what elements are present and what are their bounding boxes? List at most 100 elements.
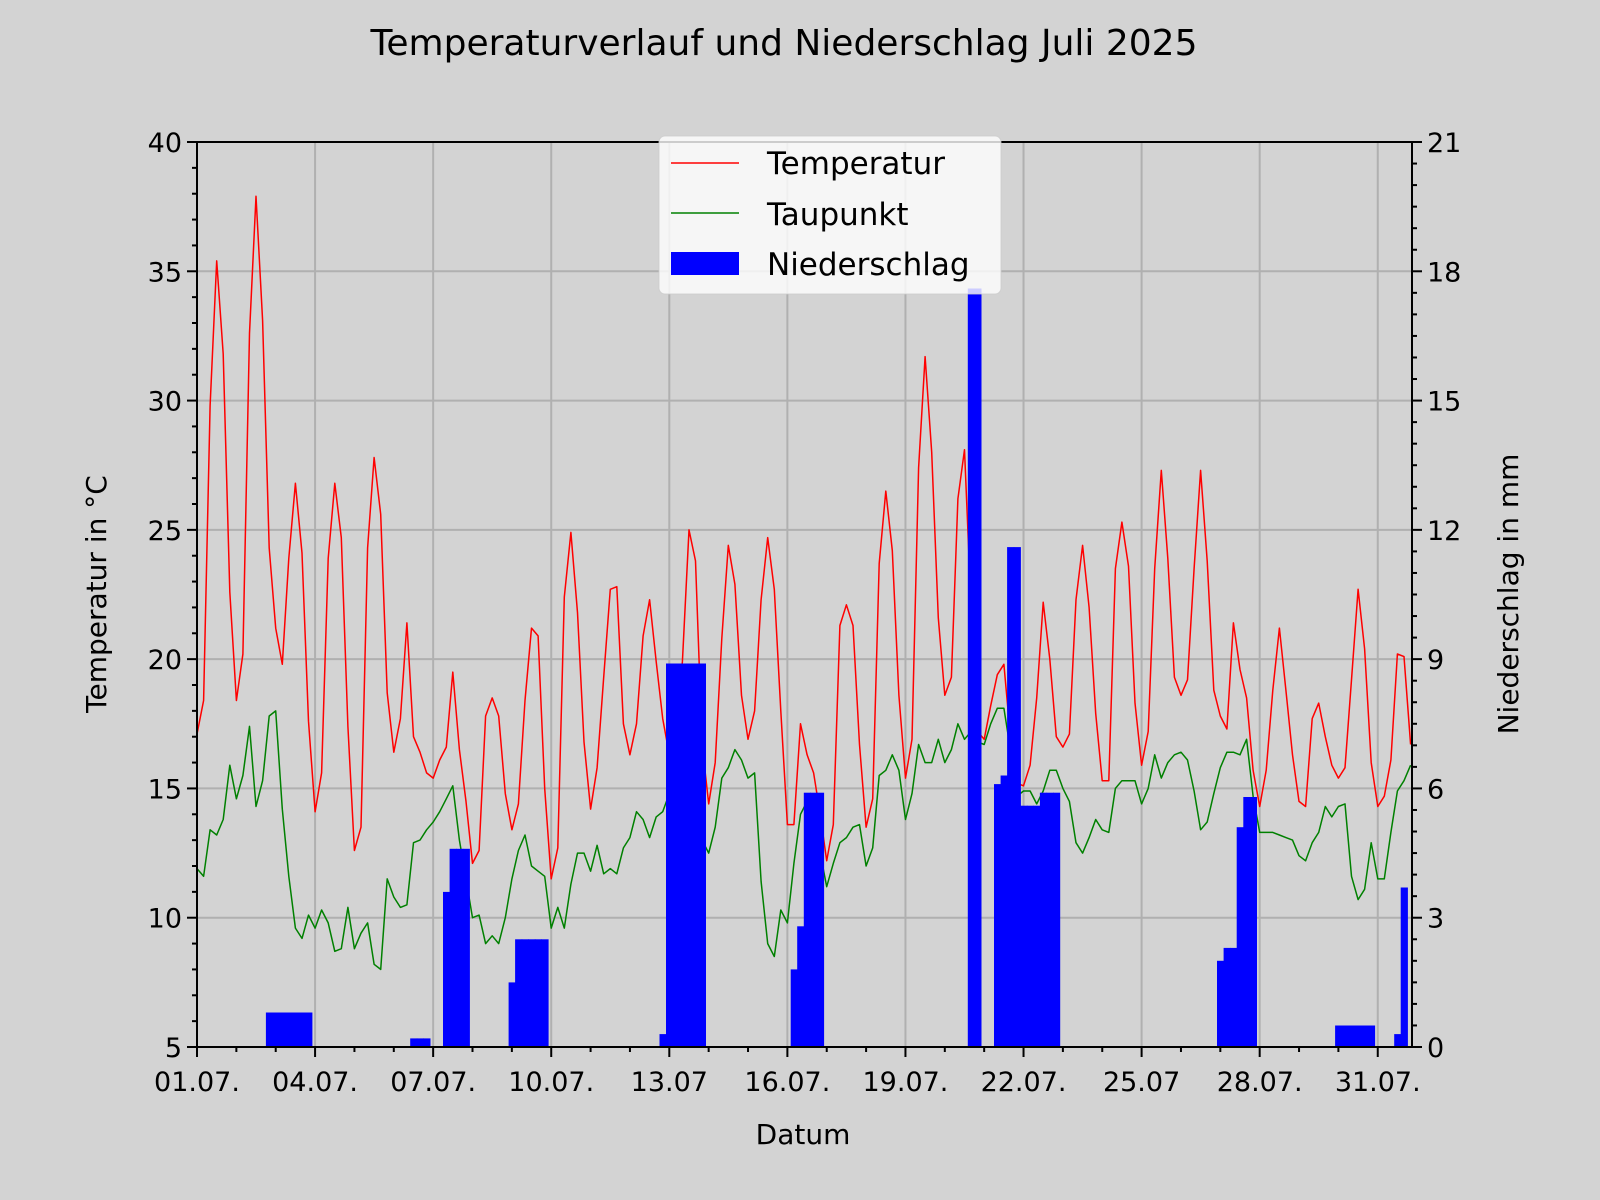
precipitation-bar (1249, 797, 1257, 1047)
precipitation-bar (279, 1012, 287, 1047)
precipitation-bar (508, 982, 516, 1047)
y-right-tick-label: 18 (1427, 257, 1461, 288)
x-tick-label: 01.07. (154, 1067, 240, 1098)
precipitation-bar (456, 848, 464, 1047)
y-left-tick-label: 35 (148, 257, 182, 288)
precipitation-bar (672, 663, 680, 1047)
y-right-tick-label: 0 (1427, 1033, 1444, 1064)
precipitation-bar (265, 1012, 274, 1047)
x-tick-label: 16.07. (744, 1067, 830, 1098)
precipitation-bar (1217, 960, 1225, 1047)
precipitation-bar (1341, 1025, 1349, 1047)
y-left-tick-label: 25 (148, 516, 182, 547)
temperature-line (196, 195, 1412, 880)
precipitation-bar (1394, 1034, 1402, 1047)
precipitation-bar (1335, 1025, 1343, 1047)
legend-box (658, 135, 1002, 295)
precipitation-bar (305, 1012, 313, 1047)
y-right-tick-label: 6 (1427, 774, 1444, 805)
precipitation-bar (1230, 947, 1238, 1047)
precipitation-bar (1348, 1025, 1356, 1047)
precipitation-bar (1020, 805, 1028, 1047)
precipitation-bar (285, 1012, 293, 1047)
y-right-tick-label: 9 (1427, 645, 1444, 676)
y-right-tick-label: 15 (1427, 387, 1461, 418)
precipitation-bar (1367, 1025, 1376, 1047)
precipitation-bar (1013, 547, 1021, 1047)
precipitation-bar (1007, 547, 1015, 1047)
precipitation-bar (449, 848, 457, 1047)
precipitation-bar (974, 288, 982, 1047)
x-tick-label: 25.07 (1103, 1067, 1180, 1098)
x-tick-label: 19.07. (863, 1067, 949, 1098)
precipitation-bar (685, 663, 693, 1047)
y-axis-right-label: Niederschlag in mm (1492, 454, 1525, 735)
precipitation-bar (1361, 1025, 1369, 1047)
legend-precipitation-swatch (671, 252, 739, 275)
precipitation-bar (967, 288, 975, 1047)
x-tick-label: 31.07. (1335, 1067, 1421, 1098)
legend: Temperatur Taupunkt Niederschlag (658, 135, 1002, 295)
precipitation-bar (292, 1012, 300, 1047)
legend-dewpoint-label: Taupunkt (766, 197, 909, 233)
precipitation-bar (1046, 792, 1054, 1047)
precipitation-bar (298, 1012, 306, 1047)
y-left-tick-label: 30 (148, 387, 182, 418)
y-left-tick-label: 10 (148, 904, 182, 935)
precipitation-bar (1033, 805, 1041, 1047)
y-right-tick-label: 21 (1427, 128, 1461, 159)
precipitation-bar (698, 663, 706, 1047)
y-right-tick-label: 12 (1427, 516, 1461, 547)
precipitation-bar (1236, 827, 1244, 1047)
precipitation-bar (659, 1034, 667, 1047)
precipitation-bar (443, 891, 451, 1047)
precipitation-bar (515, 939, 523, 1047)
axes: 01.07. 04.07. 07.07. 10.07. 13.07 16.07. 19.07… (148, 128, 1462, 1098)
precipitation-bar (462, 848, 470, 1047)
precipitation-bar (666, 663, 674, 1047)
y-right-tick-label: 3 (1427, 904, 1444, 935)
legend-temperature-label: Temperatur (766, 146, 945, 182)
x-tick-label: 07.07. (390, 1067, 476, 1098)
precipitation-bar (692, 663, 700, 1047)
x-tick-label: 13.07 (631, 1067, 708, 1098)
precipitation-bar (803, 792, 811, 1047)
x-tick-label: 04.07. (272, 1067, 358, 1098)
chart-title: Temperaturverlauf und Niederschlag Juli … (370, 23, 1198, 64)
precipitation-bar (994, 784, 1002, 1047)
precipitation-bar (816, 792, 825, 1047)
legend-precipitation-label: Niederschlag (767, 247, 970, 283)
precipitation-bar (528, 939, 536, 1047)
precipitation-bar (810, 792, 818, 1047)
precipitation-bar (1243, 797, 1251, 1047)
x-tick-label: 10.07. (508, 1067, 594, 1098)
x-axis-label: Datum (756, 1118, 851, 1151)
y-left-tick-label: 15 (148, 774, 182, 805)
precipitation-bar (790, 969, 798, 1047)
precipitation-bar-group (265, 288, 1408, 1047)
precipitation-bar (423, 1038, 431, 1047)
precipitation-bar (679, 663, 687, 1047)
x-tick-label: 22.07. (981, 1067, 1067, 1098)
precipitation-bar (1039, 792, 1048, 1047)
precipitation-bar (521, 939, 529, 1047)
precipitation-bar (272, 1012, 280, 1047)
precipitation-bars (265, 288, 1408, 1047)
precipitation-bar (410, 1038, 418, 1047)
x-tick-label: 28.07. (1217, 1067, 1303, 1098)
precipitation-bar (1223, 947, 1231, 1047)
precipitation-bar (1354, 1025, 1362, 1047)
precipitation-bar (1400, 887, 1408, 1047)
precipitation-bar (534, 939, 542, 1047)
precipitation-bar (416, 1038, 424, 1047)
y-left-tick-label: 40 (148, 128, 182, 159)
precipitation-bar (797, 926, 805, 1047)
y-left-tick-label: 20 (148, 645, 182, 676)
y-axis-left-label: Temperatur in °C (80, 475, 113, 714)
precipitation-bar (1053, 792, 1061, 1047)
precipitation-bar (1000, 775, 1008, 1047)
precipitation-bar (541, 939, 549, 1047)
precipitation-bar (1026, 805, 1034, 1047)
y-left-tick-label: 5 (165, 1033, 182, 1064)
